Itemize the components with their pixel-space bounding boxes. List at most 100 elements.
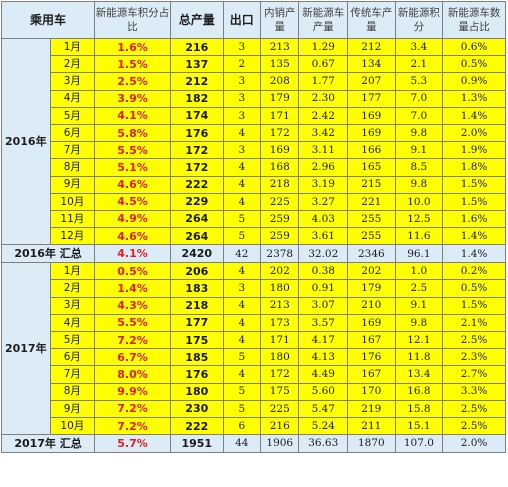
- table-row: 2016年 1月 1.6% 216 3 213 1.29 212 3.4 0.6%: [1, 37, 506, 246]
- table-row: 2017年 1月 0.5% 206 4 202 0.38 202 1.0 0.2%: [1, 262, 506, 436]
- header-row: 乘用车 新能源车积分占比 总产量 出口 内销产量 新能源车产量 传统车产量 新能…: [0, 1, 506, 39]
- ne-share-cell: 2.5%: [94, 72, 171, 91]
- domestic-cell: 225: [260, 399, 300, 418]
- ne-share-cell: 1.5%: [94, 55, 171, 74]
- trad-prod-cell: 210: [347, 296, 396, 315]
- summary-label-cell: 2016年 汇总: [0, 244, 96, 264]
- month-cell: 10月: [49, 416, 96, 436]
- ne-credit-cell: 13.4: [394, 365, 444, 384]
- trad-prod-cell: 202: [347, 262, 396, 281]
- table-row: 7月 5.5% 172 3 169 3.11 166 9.1 1.9%: [2, 141, 506, 160]
- ne-prod-cell: 1.29: [298, 37, 349, 57]
- trad-prod-cell: 255: [347, 227, 396, 246]
- ne-qty-share-cell: 1.9%: [442, 141, 506, 160]
- ne-prod-cell: 2.96: [298, 158, 349, 177]
- trad-prod-cell: 207: [347, 72, 396, 91]
- export-cell: 5: [222, 209, 262, 229]
- ne-credit-cell: 9.8: [394, 123, 444, 143]
- total-cell: 177: [169, 313, 224, 333]
- table-row: 3月 4.3% 218 4 213 3.07 210 9.1 1.5%: [2, 296, 506, 315]
- ne-share-cell: 7.2%: [94, 416, 171, 436]
- export-cell: 3: [222, 37, 262, 57]
- ne-credit-cell: 3.4: [394, 37, 444, 57]
- ne-share-cell: 5.5%: [94, 141, 171, 160]
- domestic-cell: 259: [260, 227, 300, 246]
- ne-prod-cell: 0.91: [298, 279, 349, 298]
- ne-credit-cell: 9.8: [394, 175, 444, 194]
- table-row: 12月 4.6% 264 5 259 3.61 255 11.6 1.4%: [2, 227, 506, 246]
- trad-prod-cell: 179: [347, 279, 396, 298]
- ne-credit-cell: 2.1: [394, 55, 444, 74]
- trad-prod-cell: 212: [347, 37, 396, 57]
- export-cell: 4: [222, 296, 262, 315]
- summary-ne-prod-cell: 36.63: [298, 434, 349, 454]
- ne-share-cell: 5.8%: [94, 123, 171, 143]
- trad-prod-cell: 169: [347, 106, 396, 125]
- total-cell: 180: [169, 382, 224, 401]
- ne-credit-cell: 12.5: [394, 209, 444, 229]
- export-cell: 3: [222, 141, 262, 160]
- month-cell: 7月: [49, 365, 96, 384]
- trad-prod-cell: 167: [347, 330, 396, 350]
- summary-total-cell: 1951: [169, 434, 224, 454]
- ne-prod-cell: 0.67: [298, 55, 349, 74]
- total-cell: 137: [169, 55, 224, 74]
- export-cell: 5: [222, 382, 262, 401]
- export-cell: 4: [222, 313, 262, 333]
- summary-ne-prod-cell: 32.02: [298, 244, 349, 264]
- export-cell: 4: [222, 330, 262, 350]
- ne-credit-cell: 7.0: [394, 106, 444, 125]
- ne-credit-cell: 9.1: [394, 141, 444, 160]
- ne-qty-share-cell: 0.5%: [442, 55, 506, 74]
- month-cell: 1月: [49, 262, 96, 281]
- ne-credit-cell: 16.8: [394, 382, 444, 401]
- summary-ne-qty-share-cell: 1.4%: [442, 244, 506, 264]
- month-cell: 9月: [49, 399, 96, 418]
- ne-credit-table: 乘用车 新能源车积分占比 总产量 出口 内销产量 新能源车产量 传统车产量 新能…: [0, 1, 506, 454]
- ne-credit-cell: 12.1: [394, 330, 444, 350]
- ne-qty-share-cell: 2.1%: [442, 313, 506, 333]
- ne-qty-share-cell: 1.4%: [442, 227, 506, 246]
- ne-share-cell: 1.4%: [94, 279, 171, 298]
- total-cell: 212: [169, 72, 224, 91]
- export-cell: 4: [222, 192, 262, 211]
- domestic-cell: 171: [260, 330, 300, 350]
- header-ne-share: 新能源车积分占比: [94, 1, 171, 39]
- ne-share-cell: 5.1%: [94, 158, 171, 177]
- total-cell: 183: [169, 279, 224, 298]
- summary-ne-share-cell: 5.7%: [94, 434, 171, 454]
- ne-qty-share-cell: 2.5%: [442, 330, 506, 350]
- ne-share-cell: 1.6%: [94, 37, 171, 57]
- ne-credit-cell: 8.5: [394, 158, 444, 177]
- ne-prod-cell: 4.49: [298, 365, 349, 384]
- month-cell: 9月: [49, 175, 96, 194]
- table-row: 10月 4.5% 229 4 225 3.27 221 10.0 1.5%: [2, 192, 506, 211]
- export-cell: 4: [222, 262, 262, 281]
- summary-ne-qty-share-cell: 2.0%: [442, 434, 506, 454]
- ne-share-cell: 6.7%: [94, 348, 171, 367]
- summary-row: 2016年 汇总 4.1% 2420 42 2378 32.02 2346 96.1 1.4%: [0, 244, 506, 264]
- total-cell: 182: [169, 89, 224, 108]
- export-cell: 5: [222, 399, 262, 418]
- domestic-cell: 259: [260, 209, 300, 229]
- header-ne-qty-share: 新能源车数量占比: [442, 1, 506, 39]
- ne-credit-cell: 15.8: [394, 399, 444, 418]
- domestic-cell: 213: [260, 296, 300, 315]
- domestic-cell: 175: [260, 382, 300, 401]
- trad-prod-cell: 177: [347, 89, 396, 108]
- domestic-cell: 169: [260, 141, 300, 160]
- summary-label-cell: 2017年 汇总: [0, 434, 96, 454]
- export-cell: 3: [222, 106, 262, 125]
- domestic-cell: 179: [260, 89, 300, 108]
- export-cell: 4: [222, 158, 262, 177]
- header-total: 总产量: [169, 1, 224, 39]
- table-row: 8月 9.9% 180 5 175 5.60 170 16.8 3.3%: [2, 382, 506, 401]
- ne-credit-cell: 1.0: [394, 262, 444, 281]
- table-row: 4月 5.5% 177 4 173 3.57 169 9.8 2.1%: [2, 313, 506, 333]
- ne-prod-cell: 3.11: [298, 141, 349, 160]
- summary-total-cell: 2420: [169, 244, 224, 264]
- ne-prod-cell: 5.47: [298, 399, 349, 418]
- total-cell: 264: [169, 227, 224, 246]
- trad-prod-cell: 255: [347, 209, 396, 229]
- ne-qty-share-cell: 1.8%: [442, 158, 506, 177]
